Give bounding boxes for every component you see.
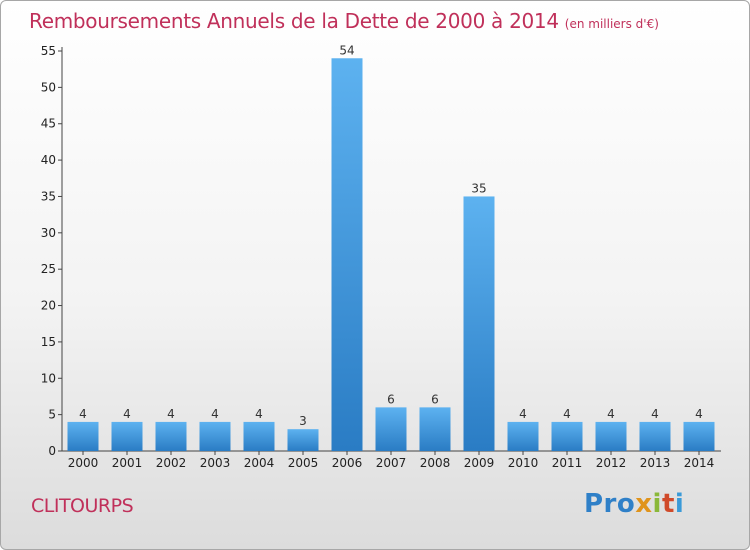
- bar-2010: [507, 421, 539, 451]
- y-tick-label: 15: [41, 335, 56, 349]
- y-axis: 0 5 10 15 20 25 30 35 40 45 50 55: [41, 44, 63, 458]
- value-label-2001: 4: [123, 407, 131, 421]
- x-tick-label-2012: 2012: [596, 456, 627, 470]
- y-tick-label: 20: [41, 299, 56, 313]
- x-tick-label-2002: 2002: [156, 456, 187, 470]
- x-tick-label-2006: 2006: [332, 456, 363, 470]
- x-tick-label-2000: 2000: [68, 456, 99, 470]
- logo-part-4: t: [661, 489, 675, 519]
- bar-2013: [639, 421, 671, 451]
- y-tick-label: 10: [41, 371, 56, 385]
- chart-title-text: Remboursements Annuels de la Dette de 20…: [29, 9, 559, 33]
- bar-2004: [243, 421, 275, 451]
- chart-title: Remboursements Annuels de la Dette de 20…: [29, 9, 659, 33]
- value-label-2006: 54: [339, 43, 354, 57]
- bar-2003: [199, 421, 231, 451]
- value-label-2012: 4: [607, 407, 615, 421]
- bar-2009: [463, 196, 495, 451]
- y-tick-label: 25: [41, 262, 56, 276]
- x-tick-label-2010: 2010: [508, 456, 539, 470]
- bar-2005: [287, 429, 319, 451]
- bars: [67, 58, 715, 451]
- value-label-2000: 4: [79, 407, 87, 421]
- value-label-2013: 4: [651, 407, 659, 421]
- x-tick-label-2011: 2011: [552, 456, 583, 470]
- x-tick-label-2004: 2004: [244, 456, 275, 470]
- value-label-2008: 6: [431, 392, 439, 406]
- x-tick-label-2008: 2008: [420, 456, 451, 470]
- bar-2001: [111, 421, 143, 451]
- value-label-2003: 4: [211, 407, 219, 421]
- logo-part-1: Pro: [584, 489, 636, 519]
- bar-2000: [67, 421, 99, 451]
- bar-2008: [419, 407, 451, 451]
- bar-2012: [595, 421, 627, 451]
- bar-2014: [683, 421, 715, 451]
- x-tick-label-2014: 2014: [684, 456, 715, 470]
- y-tick-label: 0: [48, 444, 56, 458]
- chart-unit: (en milliers d'€): [564, 17, 659, 31]
- x-tick-label-2013: 2013: [640, 456, 671, 470]
- value-label-2014: 4: [695, 407, 703, 421]
- y-tick-label: 5: [48, 408, 56, 422]
- value-label-2005: 3: [299, 414, 307, 428]
- value-label-2009: 35: [471, 181, 486, 195]
- y-tick-label: 30: [41, 226, 56, 240]
- x-tick-label-2009: 2009: [464, 456, 495, 470]
- x-axis: 2000 2001 2002 2003 2004 2005 2006 2007 2008 2009…: [62, 450, 721, 470]
- y-tick-label: 55: [41, 44, 56, 58]
- logo-part-2: x: [635, 489, 653, 519]
- bar-2011: [551, 421, 583, 451]
- x-tick-label-2001: 2001: [112, 456, 143, 470]
- y-tick-label: 35: [41, 189, 56, 203]
- y-tick-label: 50: [41, 80, 56, 94]
- y-tick-label: 45: [41, 117, 56, 131]
- logo-part-3: i: [652, 489, 662, 519]
- value-label-2010: 4: [519, 407, 527, 421]
- value-label-2004: 4: [255, 407, 263, 421]
- x-tick-label-2007: 2007: [376, 456, 407, 470]
- commune-name: CLITOURPS: [31, 495, 134, 517]
- proxiti-logo[interactable]: Proxiti: [584, 489, 684, 519]
- bar-2007: [375, 407, 407, 451]
- value-label-2007: 6: [387, 392, 395, 406]
- bar-2002: [155, 421, 187, 451]
- bar-2006: [331, 58, 363, 451]
- x-tick-label-2003: 2003: [200, 456, 231, 470]
- y-tick-label: 40: [41, 153, 56, 167]
- logo-part-5: i: [674, 489, 685, 519]
- value-label-2002: 4: [167, 407, 175, 421]
- x-tick-label-2005: 2005: [288, 456, 319, 470]
- value-label-2011: 4: [563, 407, 571, 421]
